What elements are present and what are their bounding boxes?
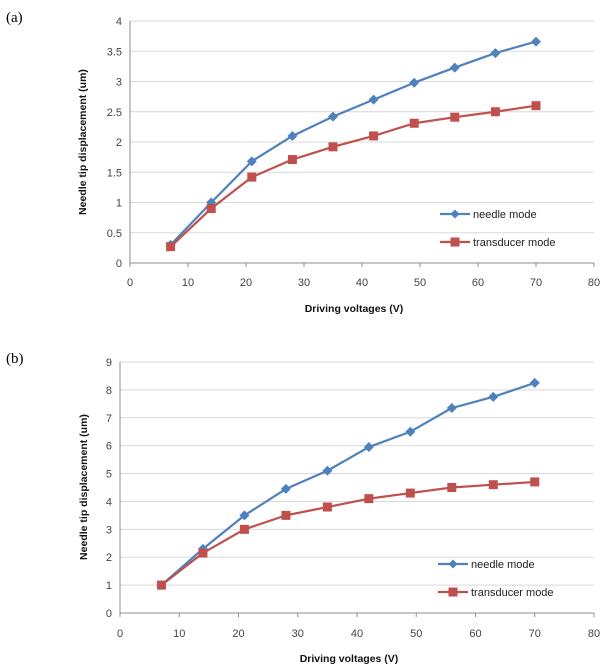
y-tick-label: 0	[116, 258, 122, 270]
x-tick-label: 80	[588, 628, 600, 640]
y-axis-title: Needle tip displacement (um)	[78, 414, 90, 560]
x-tick-label: 0	[117, 628, 123, 640]
x-tick-label: 50	[414, 277, 426, 289]
data-point-needle-mode	[531, 36, 541, 47]
y-tick-label: 1	[106, 580, 112, 592]
data-point-transducer-mode	[239, 524, 249, 534]
legend-label-needle-mode: needle mode	[473, 209, 537, 221]
y-tick-label: 4	[106, 496, 112, 508]
data-point-needle-mode	[246, 156, 257, 167]
data-point-needle-mode	[446, 403, 457, 414]
data-point-needle-mode	[368, 94, 379, 105]
y-tick-label: 5	[106, 469, 112, 481]
data-point-needle-mode	[328, 111, 338, 122]
x-tick-label: 40	[351, 628, 363, 640]
y-tick-label: 6	[106, 441, 112, 453]
data-point-transducer-mode	[287, 155, 297, 165]
data-point-needle-mode	[529, 377, 540, 388]
legend-marker-transducer-mode	[448, 587, 458, 597]
y-tick-label: 4	[116, 16, 122, 28]
y-tick-label: 1.5	[107, 167, 122, 179]
y-tick-label: 3	[116, 77, 122, 89]
x-axis-title: Driving voltages (V)	[305, 303, 404, 315]
y-tick-label: 9	[106, 357, 112, 369]
data-point-needle-mode	[409, 77, 420, 88]
data-point-transducer-mode	[409, 118, 419, 128]
data-point-needle-mode	[287, 130, 298, 141]
data-point-transducer-mode	[328, 142, 338, 152]
data-point-needle-mode	[488, 391, 499, 402]
x-tick-label: 80	[588, 277, 600, 289]
data-point-transducer-mode	[447, 483, 457, 492]
data-point-needle-mode	[490, 48, 501, 59]
legend-marker-transducer-mode	[450, 237, 460, 247]
panel-label-a: (a)	[6, 10, 23, 26]
data-point-transducer-mode	[450, 112, 460, 122]
chart-panel-b: (b) 0 1 2 3 4 5 6 7 8 9 0 10 20 30 40 50 60 70 80 Driving v…	[6, 351, 600, 665]
y-axis-title: Needle tip displacement (um)	[77, 69, 89, 215]
data-point-needle-mode	[239, 510, 250, 521]
data-point-transducer-mode	[247, 172, 257, 182]
data-point-transducer-mode	[531, 101, 541, 111]
data-point-transducer-mode	[369, 131, 379, 141]
data-point-needle-mode	[363, 442, 374, 453]
y-tick-label: 7	[106, 413, 112, 425]
data-point-transducer-mode	[156, 580, 166, 590]
y-tick-label: 3	[106, 524, 112, 536]
x-tick-label: 60	[469, 628, 481, 640]
legend-label-transducer-mode: transducer mode	[473, 237, 556, 249]
y-tick-label: 2	[116, 137, 122, 149]
legend-marker-needle-mode	[448, 559, 458, 569]
data-point-transducer-mode	[322, 502, 332, 512]
legend-marker-needle-mode	[450, 209, 460, 219]
x-tick-label: 0	[127, 277, 133, 289]
x-tick-label: 20	[232, 628, 244, 640]
data-point-transducer-mode	[490, 107, 500, 117]
y-tick-label: 8	[106, 385, 112, 397]
data-point-transducer-mode	[405, 488, 415, 498]
x-tick-label: 30	[298, 277, 310, 289]
data-point-needle-mode	[449, 62, 460, 73]
x-tick-label: 30	[292, 628, 304, 640]
data-point-transducer-mode	[364, 494, 374, 504]
y-tick-label: 0	[106, 608, 112, 620]
x-tick-label: 70	[529, 628, 541, 640]
x-axis-title: Driving voltages (V)	[300, 653, 399, 665]
series-line-transducer-mode	[169, 104, 537, 248]
data-point-transducer-mode	[166, 242, 176, 252]
x-tick-label: 20	[240, 277, 252, 289]
y-tick-label: 2	[106, 552, 112, 564]
y-tick-label: 3.5	[107, 46, 122, 58]
legend-label-needle-mode: needle mode	[471, 559, 535, 571]
x-tick-label: 40	[356, 277, 368, 289]
series-line-needle-mode	[169, 40, 537, 246]
data-point-needle-mode	[322, 465, 333, 476]
y-tick-label: 1	[116, 198, 122, 210]
x-tick-label: 50	[410, 628, 422, 640]
panel-label-b: (b)	[6, 351, 24, 367]
x-tick-label: 10	[173, 628, 185, 640]
data-point-transducer-mode	[198, 548, 208, 558]
legend-label-transducer-mode: transducer mode	[471, 587, 554, 599]
data-point-needle-mode	[280, 483, 291, 494]
data-point-transducer-mode	[281, 510, 291, 520]
chart-panel-a: (a) 00.511.522.533.540 10 20 30 40 50 60 70 80Dr…	[6, 10, 600, 315]
x-tick-label: 60	[472, 277, 484, 289]
y-tick-label: 2.5	[107, 107, 122, 119]
x-tick-label: 70	[530, 277, 542, 289]
data-point-needle-mode	[405, 426, 416, 437]
series-line-needle-mode	[160, 381, 536, 586]
data-point-transducer-mode	[530, 477, 540, 487]
x-tick-label: 10	[182, 277, 194, 289]
data-point-transducer-mode	[206, 204, 216, 214]
series-line-transducer-mode	[160, 480, 535, 586]
data-point-transducer-mode	[488, 480, 498, 490]
y-tick-label: 0.5	[107, 228, 122, 240]
